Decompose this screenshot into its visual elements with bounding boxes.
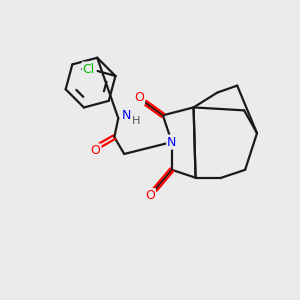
Text: Cl: Cl xyxy=(82,62,95,76)
Text: H: H xyxy=(132,116,140,126)
Text: O: O xyxy=(134,91,144,104)
Text: N: N xyxy=(122,109,131,122)
Text: O: O xyxy=(91,145,100,158)
Text: O: O xyxy=(145,189,155,202)
Text: N: N xyxy=(167,136,176,148)
